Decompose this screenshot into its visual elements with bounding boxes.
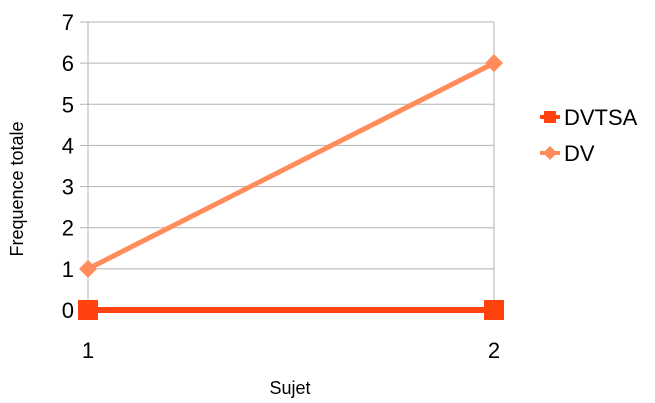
- series-line-dv: [86, 60, 496, 272]
- grid: [87, 21, 495, 318]
- y-tick-label: 3: [62, 175, 74, 200]
- y-tick-label: 5: [62, 92, 74, 117]
- y-tick-label: 2: [62, 216, 74, 241]
- x-axis-title: Sujet: [269, 378, 310, 398]
- y-tick-label: 1: [62, 257, 74, 282]
- legend: DVTSA DV: [540, 105, 638, 166]
- data-point-square: [484, 300, 504, 320]
- y-tick-label: 4: [62, 133, 74, 158]
- x-tick-label: 2: [488, 338, 500, 363]
- series-dv: [79, 54, 503, 278]
- legend-item-dvtsa: DVTSA: [540, 105, 638, 130]
- y-tick-label: 6: [62, 51, 74, 76]
- data-point-diamond: [79, 259, 97, 278]
- y-tick-label: 7: [62, 10, 74, 35]
- legend-square-marker: [544, 111, 556, 123]
- x-tick-label: 1: [82, 338, 94, 363]
- legend-item-dv: DV: [540, 141, 595, 166]
- legend-label: DVTSA: [564, 105, 638, 130]
- legend-label: DV: [564, 141, 595, 166]
- data-point-square: [78, 300, 98, 320]
- y-axis-title: Frequence totale: [7, 121, 27, 256]
- series-group: [78, 54, 504, 320]
- data-point-diamond: [485, 54, 503, 73]
- series-dvtsa: [78, 300, 504, 320]
- y-tick-label: 0: [62, 298, 74, 323]
- legend-diamond-marker: [543, 146, 557, 160]
